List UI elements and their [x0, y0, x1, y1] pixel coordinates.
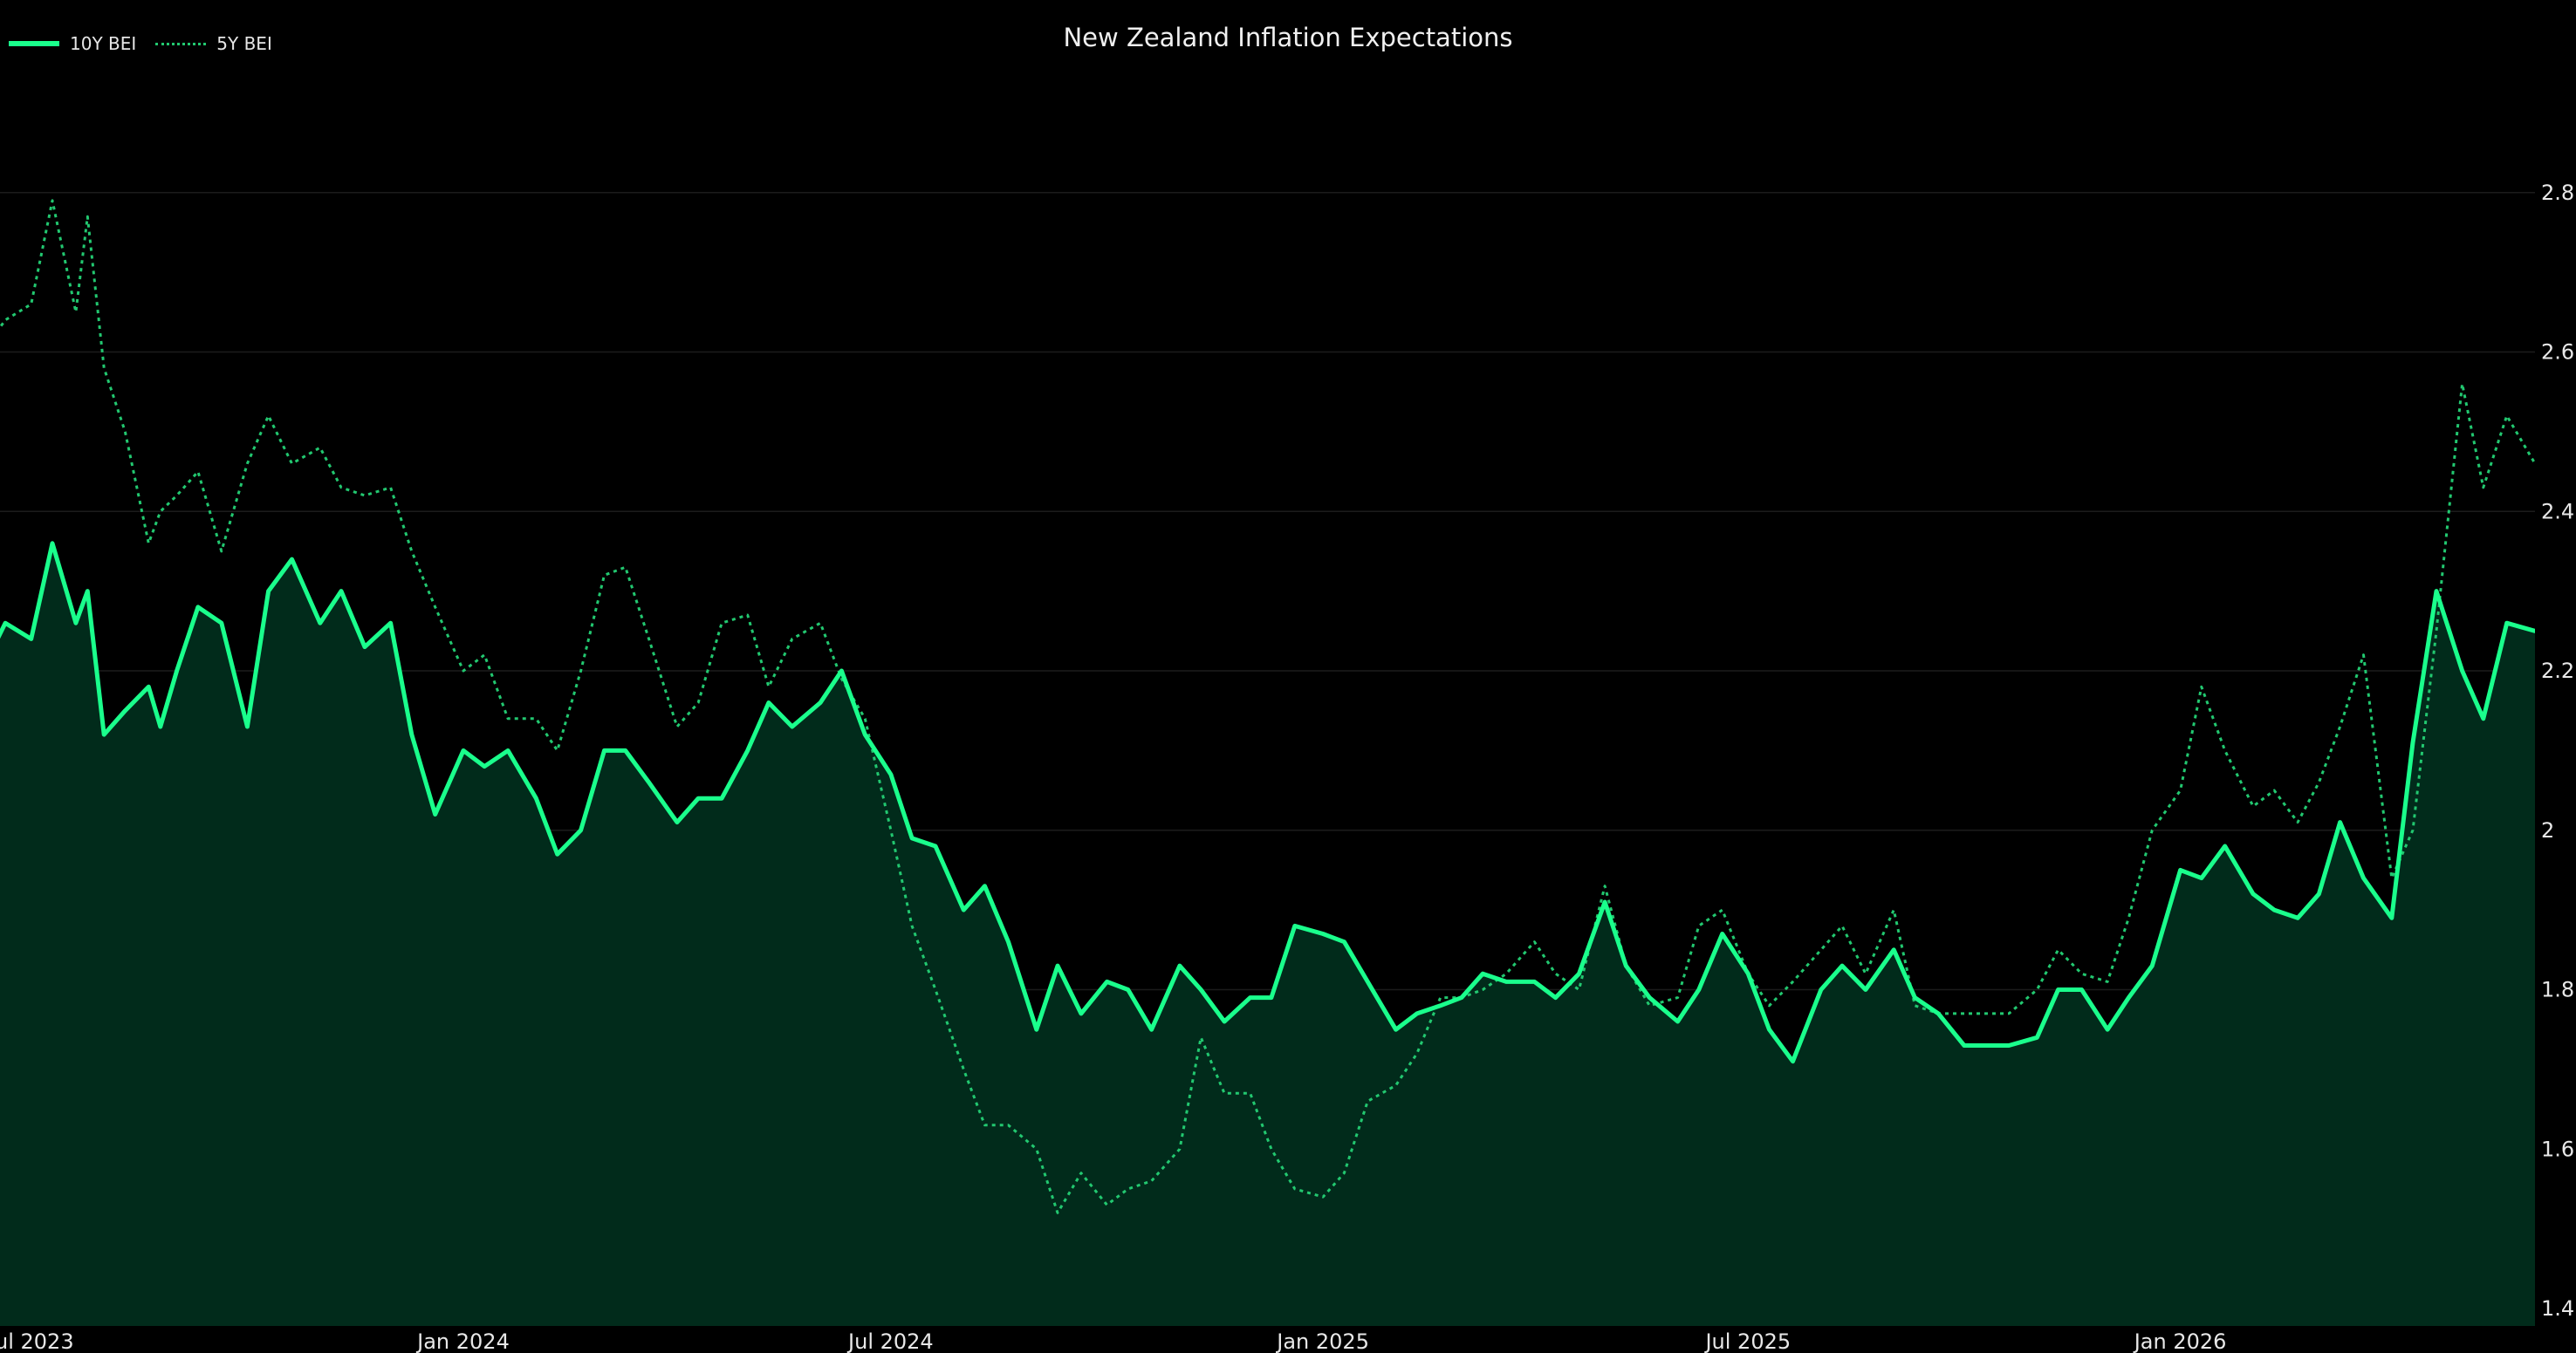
y-axis-ticks: 1.4 1.6 1.8 2 2.2 2.4 2.6 2.8	[2541, 181, 2574, 1321]
series-lines	[0, 199, 2535, 1214]
y-tick-label: 2.6	[2541, 340, 2574, 365]
legend-swatch-solid	[9, 41, 59, 46]
chart-title: New Zealand Inflation Expectations	[1063, 23, 1513, 52]
y-tick-label: 2.2	[2541, 659, 2574, 683]
legend-label-5y-bei: 5Y BEI	[216, 33, 272, 54]
y-tick-label: 2.4	[2541, 499, 2574, 523]
x-tick-label: Jan 2024	[415, 1329, 510, 1353]
legend-item-5y-bei[interactable]: 5Y BEI	[155, 33, 272, 54]
x-tick-label: Jul 2025	[1703, 1329, 1791, 1353]
y-tick-label: 1.4	[2541, 1296, 2574, 1321]
y-tick-label: 2.8	[2541, 181, 2574, 205]
x-tick-label: Jul 2023	[0, 1329, 74, 1353]
legend-item-10y-bei[interactable]: 10Y BEI	[9, 33, 136, 54]
series-10y-bei-line	[0, 541, 2535, 1064]
y-tick-label: 1.6	[2541, 1137, 2574, 1161]
x-tick-label: Jan 2025	[1275, 1329, 1369, 1353]
legend-label-10y-bei: 10Y BEI	[70, 33, 137, 54]
x-tick-label: Jan 2026	[2133, 1329, 2227, 1353]
x-axis-ticks: Jul 2023 Jan 2024 Jul 2024 Jan 2025 Jul 2025…	[0, 1329, 2226, 1353]
series-5y-bei-line	[0, 199, 2535, 1214]
legend: 10Y BEI 5Y BEI	[9, 33, 291, 54]
area-layer	[0, 543, 2535, 1326]
legend-swatch-dotted	[155, 42, 207, 45]
y-tick-label: 2	[2541, 818, 2554, 843]
y-tick-label: 1.8	[2541, 978, 2574, 1002]
x-tick-label: Jul 2024	[846, 1329, 934, 1353]
series-10y-bei-area	[0, 543, 2535, 1326]
